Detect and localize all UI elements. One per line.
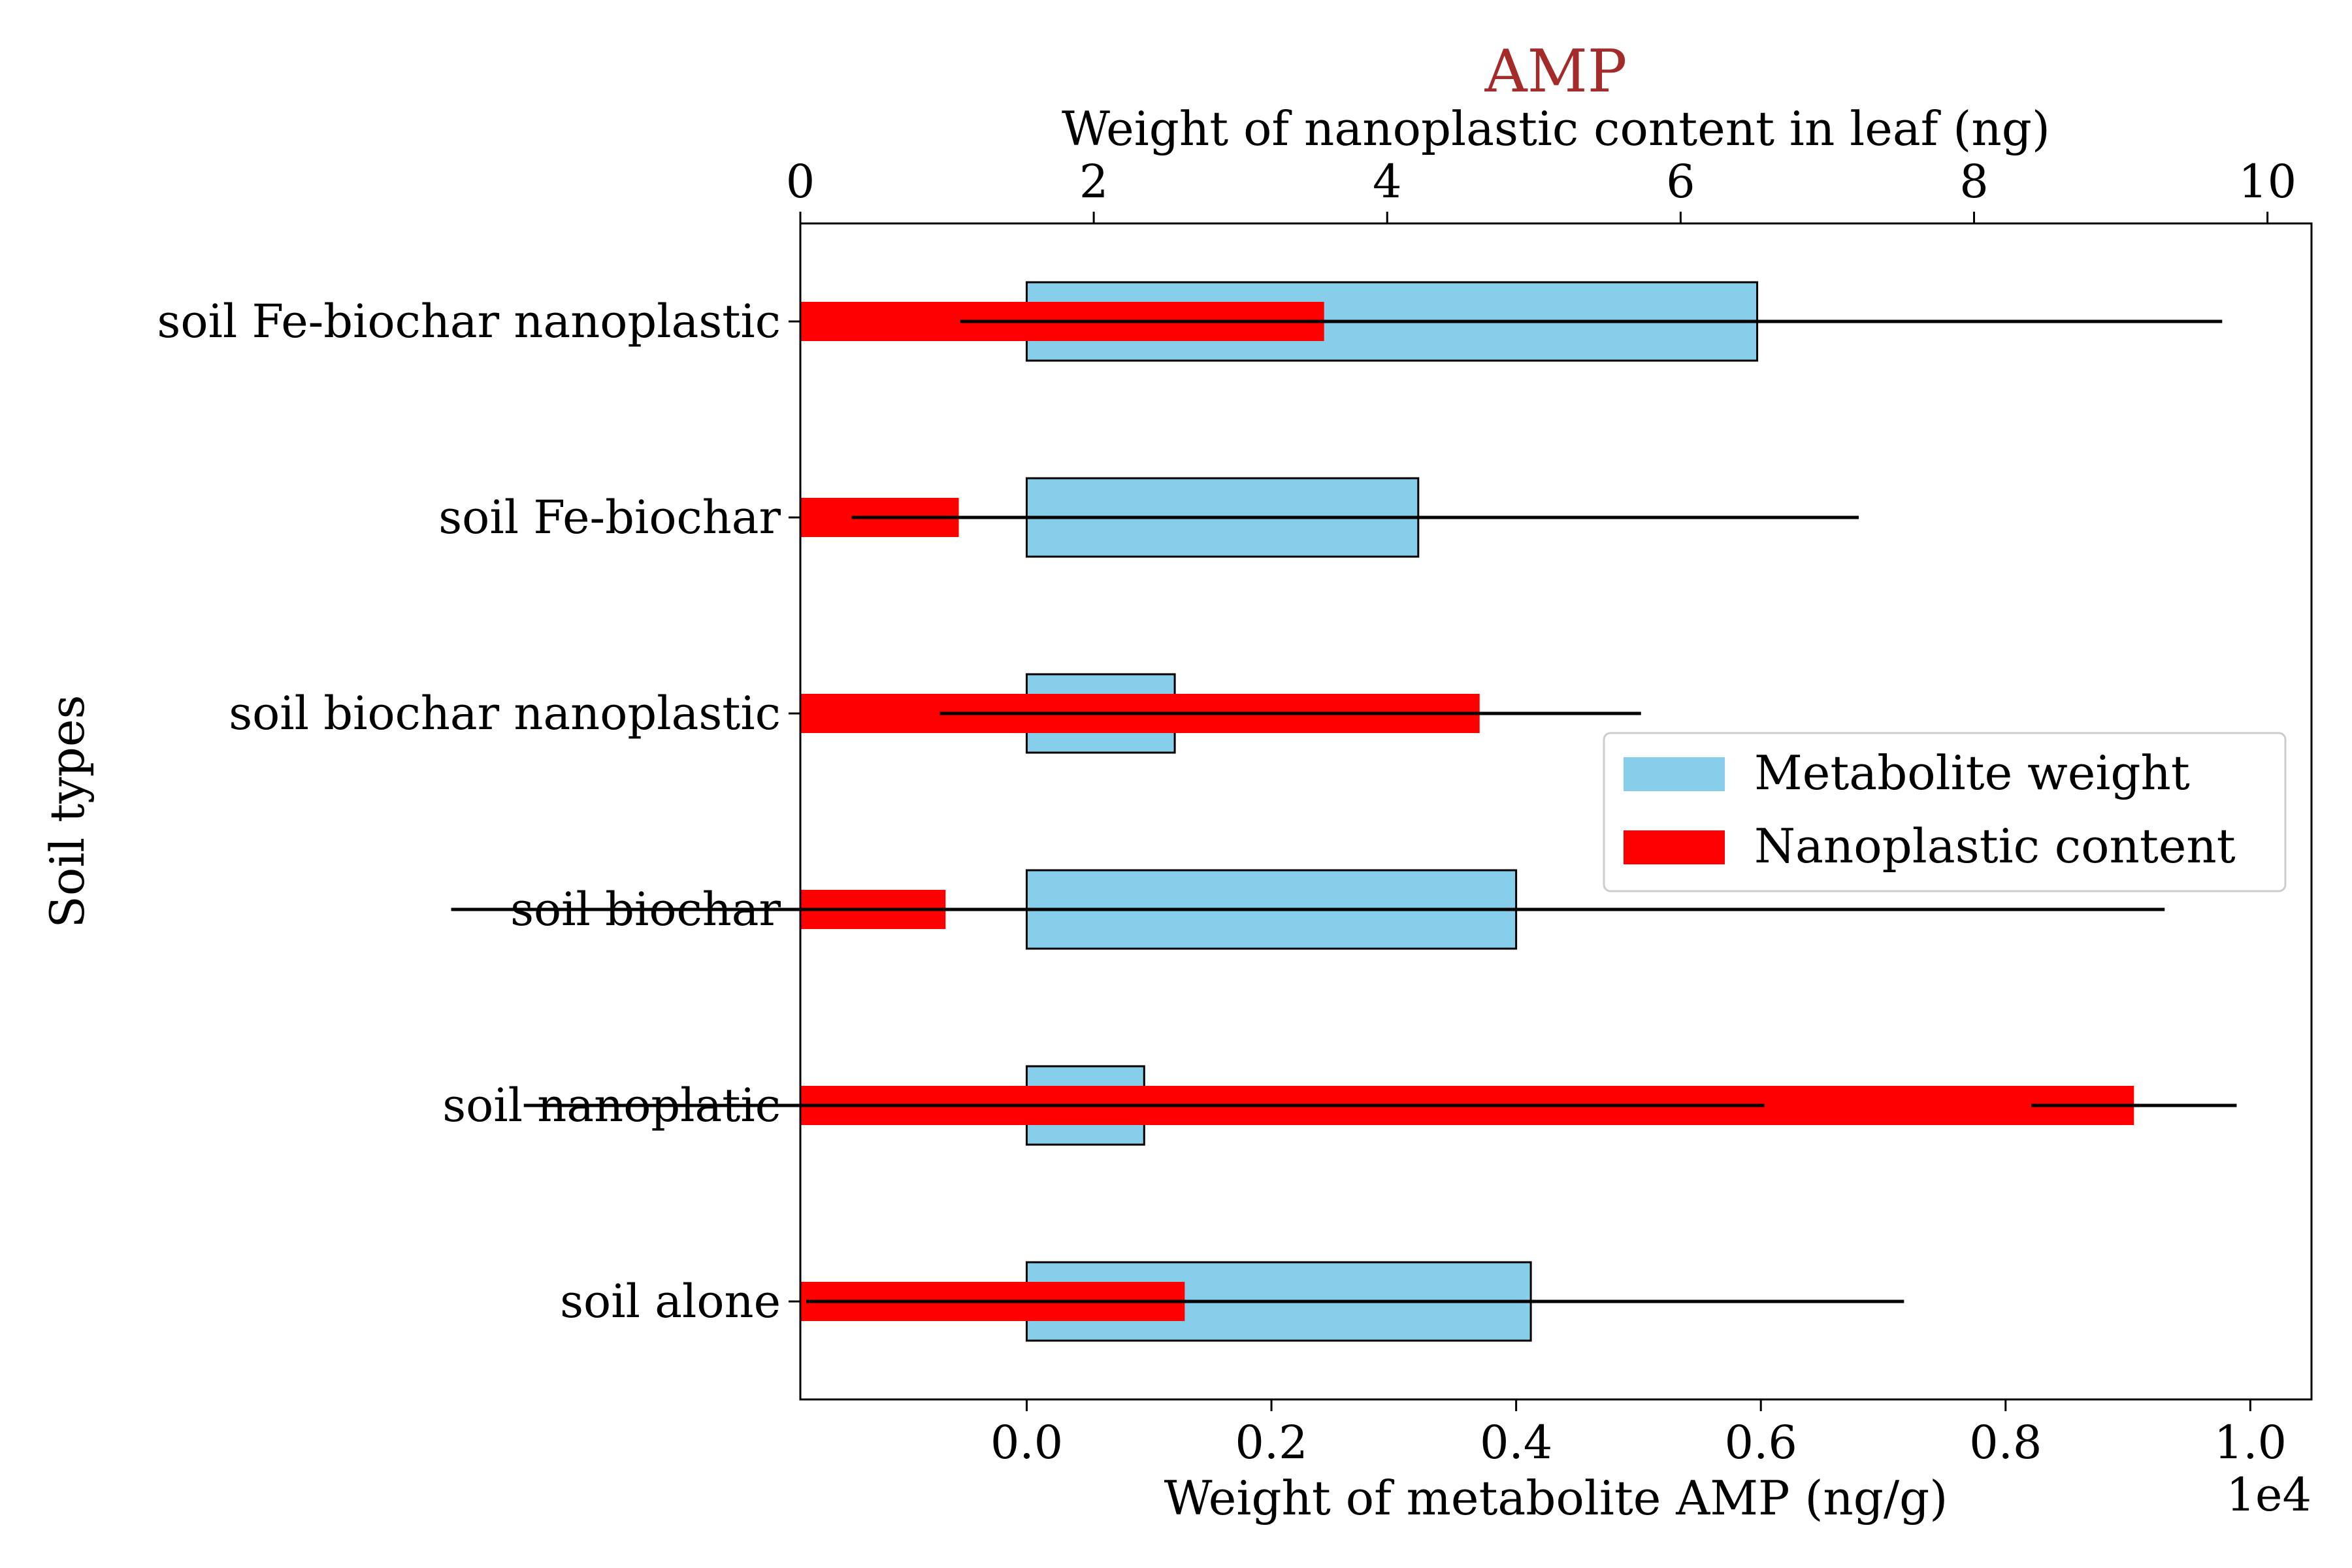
top-tick-label: 8 [1959, 155, 1989, 208]
y-tick-label: soil alone [560, 1275, 781, 1328]
legend: Metabolite weight Nanoplastic content [1603, 732, 2287, 892]
bottom-tick-label: 0.0 [990, 1416, 1063, 1469]
legend-box [1603, 732, 2287, 892]
bottom-axis-label: Weight of metabolite AMP (ng/g) [1164, 1471, 1948, 1526]
chart-title: AMP [1484, 37, 1627, 106]
top-axis-label: Weight of nanoplastic content in leaf (n… [1062, 101, 2050, 156]
legend-label-metabolite: Metabolite weight [1754, 745, 2190, 800]
y-tick-label: soil nanoplatic [442, 1079, 781, 1132]
bottom-tick-label: 1.0 [2214, 1416, 2287, 1469]
y-tick-label: soil Fe-biochar [438, 491, 781, 544]
plot-frame [799, 222, 2313, 1401]
y-tick-label: soil biochar [510, 883, 781, 936]
legend-swatch-metabolite [1624, 757, 1725, 791]
top-tick-label: 4 [1373, 155, 1402, 208]
bottom-axis-ticks: 0.0 0.2 0.4 0.6 0.8 1.0 [990, 1399, 2287, 1469]
bottom-axis-offset-text: 1e4 [2227, 1468, 2312, 1522]
bottom-tick-label: 0.8 [1969, 1416, 2042, 1469]
top-tick-label: 10 [2238, 155, 2296, 208]
bottom-tick-label: 0.4 [1480, 1416, 1552, 1469]
bottom-tick-label: 0.6 [1725, 1416, 1797, 1469]
y-tick-label: soil biochar nanoplastic [229, 687, 781, 740]
y-axis-label: Soil types [40, 695, 95, 928]
top-axis-ticks: 0 2 4 6 8 10 [786, 155, 2296, 223]
y-tick-label: soil Fe-biochar nanoplastic [157, 295, 781, 348]
legend-label-nanoplastic: Nanoplastic content [1754, 819, 2236, 874]
top-tick-label: 6 [1666, 155, 1695, 208]
error-bars [451, 319, 2237, 1303]
legend-swatch-nanoplastic [1624, 830, 1725, 864]
top-tick-label: 0 [786, 155, 815, 208]
y-axis-ticks: soil Fe-biochar nanoplastic soil Fe-bioch… [157, 295, 800, 1328]
bottom-tick-label: 0.2 [1235, 1416, 1307, 1469]
top-tick-label: 2 [1079, 155, 1109, 208]
